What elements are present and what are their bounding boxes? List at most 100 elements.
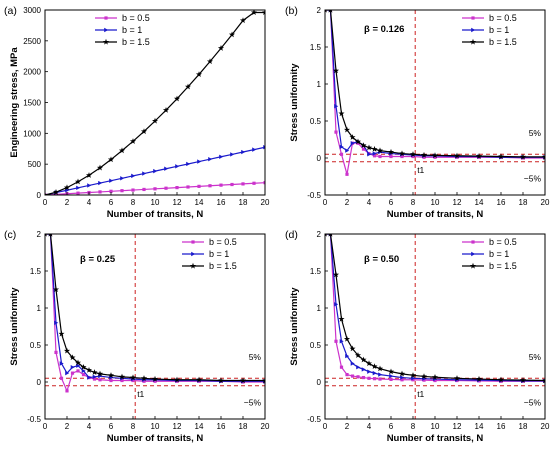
data-point [197,159,202,164]
data-point [195,376,203,383]
legend-marker [471,16,475,20]
data-point [431,152,439,158]
data-point [372,151,377,156]
series-line-2 [325,234,545,382]
legend-label: b = 1.5 [489,37,517,47]
data-point [411,154,415,159]
x-tick-label: 16 [217,198,226,207]
data-point [217,45,225,51]
panel-label: (c) [4,229,16,241]
data-point [334,302,339,307]
data-point [70,371,75,375]
data-point [98,190,102,194]
y-tick-label: 1 [317,304,322,313]
x-tick-label: 0 [323,198,328,207]
data-point [107,372,115,378]
data-point [186,185,190,189]
t1-label: t1 [417,389,424,399]
y-tick-label: 0.5 [310,117,322,126]
data-point [411,376,416,381]
series-group [325,10,545,176]
legend-marker [471,27,476,33]
x-tick-label: 6 [389,422,394,431]
data-point [263,181,265,185]
data-point [131,188,135,192]
data-point [349,134,356,140]
series-line-1 [45,234,265,393]
x-tick-label: 14 [475,422,484,431]
x-tick-label: 10 [151,422,160,431]
data-point [142,379,146,383]
data-point [261,377,265,384]
y-tick-label: 0 [37,378,42,387]
x-axis-label: Number of transits, N [107,209,204,220]
panel-label: (d) [285,229,298,241]
x-tick-label: 4 [87,198,92,207]
y-tick-label: 0 [317,378,322,387]
data-point [208,184,212,188]
data-point [350,141,355,146]
data-point [140,128,148,135]
y-tick-label: 0 [37,191,42,200]
series-group [45,10,265,195]
data-point [186,161,191,167]
data-point [59,361,64,366]
x-tick-label: 14 [195,422,204,431]
legend-label: b = 0.5 [489,13,517,23]
y-tick-label: 1.5 [310,267,322,276]
series-line-3 [45,11,265,195]
data-point [378,372,383,377]
x-tick-label: 20 [261,422,270,431]
data-point [63,184,71,191]
y-axis-label: Stress uniformity [9,287,20,366]
data-point [58,330,65,337]
data-point [52,189,60,195]
chart-panel-c: (c)t15%−5%0 2 4 6 8 10 12 14 16 18 20-0.500.511.52… [4,229,270,444]
data-point [354,138,362,145]
data-point [197,184,201,188]
legend-label: b = 1.5 [209,261,237,271]
data-point [376,365,384,372]
data-point [81,373,86,377]
legend: b = 0.5 b = 1 b = 1.5 [462,237,517,271]
x-tick-label: 2 [65,198,70,207]
legend-label: b = 1 [122,25,142,35]
x-tick-label: 16 [497,422,506,431]
data-point [328,10,333,13]
legend-marker [104,16,108,20]
data-point [162,107,170,113]
data-point [519,376,527,383]
x-tick-label: 10 [431,422,440,431]
data-point [519,153,527,160]
percent-neg-label: −5% [524,398,542,408]
chart-panel-b: (b)t15%−5%0 2 4 6 8 10 12 14 16 18 20-0.500.511.52… [285,5,550,220]
data-point [475,375,483,382]
x-tick-label: 4 [87,422,92,431]
percent-pos-label: 5% [529,128,542,138]
data-point [252,147,257,152]
data-point [541,377,545,384]
data-point [76,369,80,373]
data-point [184,83,192,90]
data-point [365,144,373,151]
data-point [164,166,169,171]
data-point [356,365,361,370]
y-axis-label: Stress uniformity [289,63,300,142]
data-point [334,130,338,134]
legend-marker [469,262,477,269]
series-line-2 [325,10,545,158]
data-point [118,373,126,380]
t1-label: t1 [417,165,424,175]
data-point [372,154,377,158]
data-point [81,368,86,374]
data-point [371,145,378,152]
data-point [361,367,366,372]
beta-label: β = 0.50 [364,254,399,265]
data-point [433,155,437,159]
data-point [120,176,125,181]
data-point [400,375,405,380]
data-point [239,377,247,384]
y-tick-label: 2 [317,6,322,15]
data-point [109,178,114,183]
data-point [92,374,97,380]
